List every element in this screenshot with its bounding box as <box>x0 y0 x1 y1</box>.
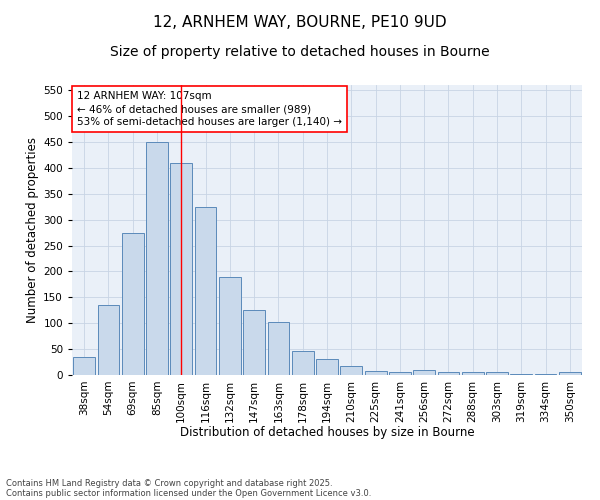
Y-axis label: Number of detached properties: Number of detached properties <box>26 137 39 323</box>
Bar <box>73 357 95 375</box>
Bar <box>486 372 508 375</box>
Bar <box>365 371 386 375</box>
Bar <box>437 372 460 375</box>
Text: Size of property relative to detached houses in Bourne: Size of property relative to detached ho… <box>110 45 490 59</box>
Bar <box>146 142 168 375</box>
Bar <box>97 305 119 375</box>
Bar <box>462 372 484 375</box>
Text: 12 ARNHEM WAY: 107sqm
← 46% of detached houses are smaller (989)
53% of semi-det: 12 ARNHEM WAY: 107sqm ← 46% of detached … <box>77 91 342 127</box>
Bar <box>243 310 265 375</box>
X-axis label: Distribution of detached houses by size in Bourne: Distribution of detached houses by size … <box>179 426 475 439</box>
Bar <box>413 370 435 375</box>
Bar <box>122 232 143 375</box>
Bar <box>340 366 362 375</box>
Bar <box>389 372 411 375</box>
Bar <box>268 322 289 375</box>
Bar <box>219 276 241 375</box>
Text: 12, ARNHEM WAY, BOURNE, PE10 9UD: 12, ARNHEM WAY, BOURNE, PE10 9UD <box>153 15 447 30</box>
Text: Contains HM Land Registry data © Crown copyright and database right 2025.: Contains HM Land Registry data © Crown c… <box>6 478 332 488</box>
Bar <box>535 374 556 375</box>
Bar <box>170 162 192 375</box>
Bar <box>194 206 217 375</box>
Bar <box>292 351 314 375</box>
Bar <box>559 372 581 375</box>
Text: Contains public sector information licensed under the Open Government Licence v3: Contains public sector information licen… <box>6 488 371 498</box>
Bar <box>511 374 532 375</box>
Bar <box>316 360 338 375</box>
